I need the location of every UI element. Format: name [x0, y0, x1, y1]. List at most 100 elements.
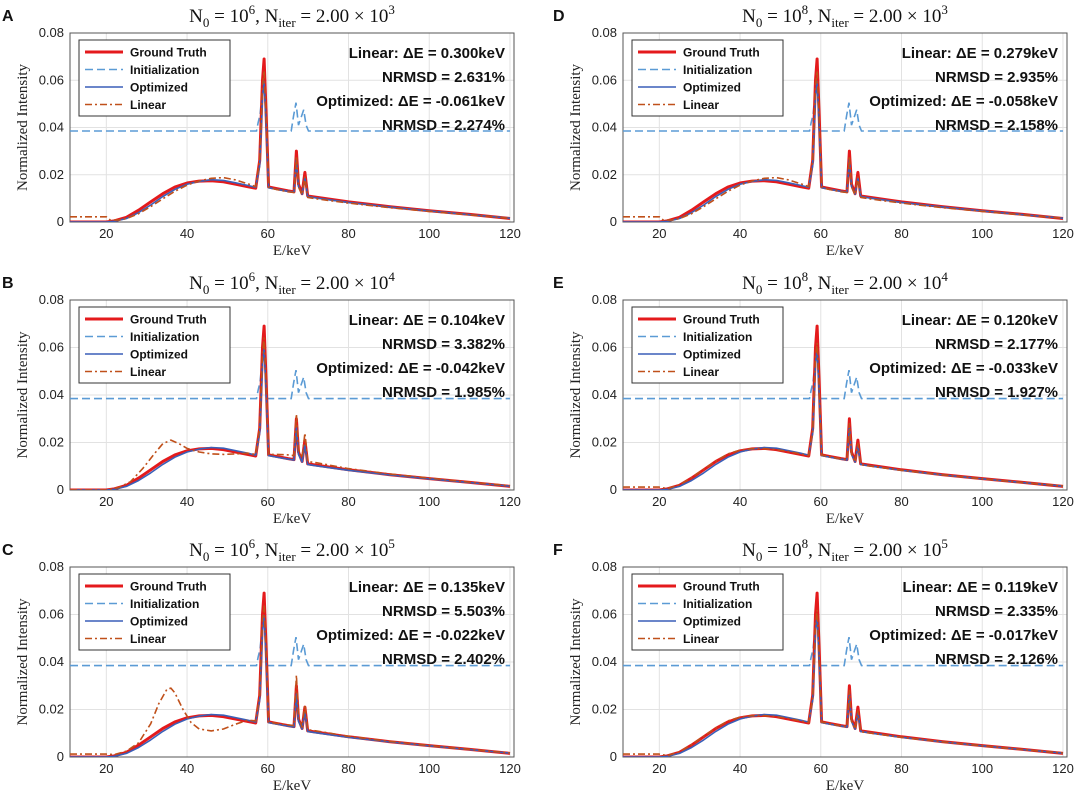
title-niter-label: N — [818, 540, 832, 561]
legend: Ground Truth Initialization Optimized Linea… — [78, 306, 231, 384]
series-optimized — [70, 614, 511, 757]
series-group — [70, 57, 511, 222]
x-axis-label: E/keV — [826, 511, 864, 527]
x-axis-label: E/keV — [826, 243, 864, 259]
panel-f: 20 40 60 80 100 12000.020.040.060.08E/keVNorm… — [553, 536, 1074, 794]
title-n0-sub: 0 — [756, 282, 763, 297]
title-niter-exp: 3 — [388, 2, 395, 17]
y-tick-label: 0.04 — [592, 120, 617, 135]
y-tick-label: 0 — [610, 482, 617, 497]
x-tick-label: 80 — [894, 494, 908, 509]
linear-nrmsd: NRMSD = 2.631% — [382, 69, 505, 86]
x-tick-label: 60 — [814, 494, 828, 509]
y-tick-label: 0.02 — [39, 702, 64, 717]
linear-delta-e: Linear: ΔE = 0.120keV — [902, 312, 1058, 329]
title-niter-sub: iter — [278, 549, 296, 564]
y-axis-label: Normalized Intensity — [568, 63, 584, 191]
x-axis-label: E/keV — [273, 511, 311, 527]
series-optimized — [70, 347, 511, 490]
x-tick-label: 60 — [814, 226, 828, 241]
title-n0-eq: = 10 — [209, 6, 248, 27]
panel-letter: D — [553, 8, 565, 25]
y-tick-label: 0.02 — [592, 167, 617, 182]
legend-label-linear: Linear — [130, 632, 166, 646]
y-tick-label: 0.04 — [39, 654, 64, 669]
legend-label-ground-truth: Ground Truth — [683, 580, 760, 594]
panel-title: N0 = 106, Niter = 2.00 × 105 — [189, 536, 395, 564]
legend-box — [631, 306, 784, 384]
x-tick-label: 80 — [341, 494, 355, 509]
x-tick-label: 80 — [894, 761, 908, 776]
metrics-annotations: Linear: ΔE = 0.279keV NRMSD = 2.935% Optim… — [869, 45, 1058, 134]
panel-title: N0 = 106, Niter = 2.00 × 104 — [189, 269, 395, 297]
optimized-nrmsd: NRMSD = 2.126% — [935, 651, 1058, 668]
y-tick-label: 0 — [57, 482, 64, 497]
title-n0-label: N — [189, 273, 203, 294]
panel-title: N0 = 108, Niter = 2.00 × 104 — [742, 269, 948, 297]
linear-nrmsd: NRMSD = 2.335% — [935, 603, 1058, 620]
y-axis-label: Normalized Intensity — [568, 331, 584, 459]
title-n0-label: N — [742, 273, 756, 294]
panel-letter: F — [553, 542, 563, 559]
x-tick-label: 80 — [894, 226, 908, 241]
title-niter-label: N — [818, 273, 832, 294]
x-tick-label: 80 — [341, 761, 355, 776]
title-niter-eq: = 2.00 × 10 — [296, 273, 389, 294]
panel-letter: A — [2, 8, 14, 25]
series-linear — [70, 337, 511, 490]
series-linear — [70, 605, 511, 756]
legend: Ground Truth Initialization Optimized Linea… — [78, 39, 231, 117]
y-tick-label: 0 — [610, 749, 617, 764]
legend-label-ground-truth: Ground Truth — [130, 46, 207, 60]
title-niter-exp: 4 — [388, 269, 395, 284]
x-axis-label: E/keV — [826, 778, 864, 794]
metrics-annotations: Linear: ΔE = 0.120keV NRMSD = 2.177% Optim… — [869, 312, 1058, 401]
title-n0-eq: = 10 — [762, 540, 801, 561]
title-niter-label: N — [265, 273, 279, 294]
legend-label-ground-truth: Ground Truth — [683, 46, 760, 60]
x-tick-label: 40 — [733, 226, 747, 241]
series-linear — [623, 609, 1064, 757]
x-tick-label: 120 — [499, 494, 521, 509]
x-tick-label: 20 — [652, 761, 666, 776]
optimized-delta-e: Optimized: ΔE = -0.022keV — [316, 627, 505, 644]
legend-label-initialization: Initialization — [130, 597, 199, 611]
title-niter-sub: iter — [278, 15, 296, 30]
title-n0-exp: 6 — [249, 536, 256, 551]
optimized-nrmsd: NRMSD = 2.158% — [935, 117, 1058, 134]
linear-nrmsd: NRMSD = 5.503% — [382, 603, 505, 620]
linear-delta-e: Linear: ΔE = 0.119keV — [903, 579, 1058, 596]
x-tick-label: 60 — [261, 494, 275, 509]
legend-label-linear: Linear — [130, 98, 166, 112]
optimized-delta-e: Optimized: ΔE = -0.061keV — [316, 93, 505, 110]
title-niter-eq: = 2.00 × 10 — [849, 6, 942, 27]
legend-label-optimized: Optimized — [130, 81, 188, 95]
y-tick-label: 0.06 — [592, 72, 617, 87]
axes-box — [622, 299, 1068, 491]
title-n0-eq: = 10 — [209, 273, 248, 294]
x-tick-label: 20 — [99, 761, 113, 776]
y-axis-label: Normalized Intensity — [15, 63, 31, 191]
legend-label-ground-truth: Ground Truth — [130, 313, 207, 327]
x-tick-label: 100 — [418, 494, 440, 509]
optimized-nrmsd: NRMSD = 1.927% — [935, 384, 1058, 401]
title-niter-sub: iter — [831, 549, 849, 564]
series-group — [70, 591, 511, 757]
y-tick-label: 0 — [57, 749, 64, 764]
axes-box — [622, 566, 1068, 758]
series-group — [623, 57, 1064, 222]
title-sep: , — [808, 273, 818, 294]
title-n0-exp: 6 — [249, 2, 256, 17]
y-tick-label: 0.06 — [592, 607, 617, 622]
x-tick-label: 40 — [180, 494, 194, 509]
y-tick-label: 0.02 — [39, 435, 64, 450]
legend: Ground Truth Initialization Optimized Linea… — [78, 573, 231, 651]
x-tick-label: 60 — [814, 761, 828, 776]
legend-label-optimized: Optimized — [683, 348, 741, 362]
title-n0-label: N — [742, 6, 756, 27]
optimized-nrmsd: NRMSD = 1.985% — [382, 384, 505, 401]
series-linear — [623, 70, 1064, 221]
x-tick-label: 20 — [652, 226, 666, 241]
title-n0-sub: 0 — [203, 549, 210, 564]
linear-delta-e: Linear: ΔE = 0.300keV — [349, 45, 505, 62]
